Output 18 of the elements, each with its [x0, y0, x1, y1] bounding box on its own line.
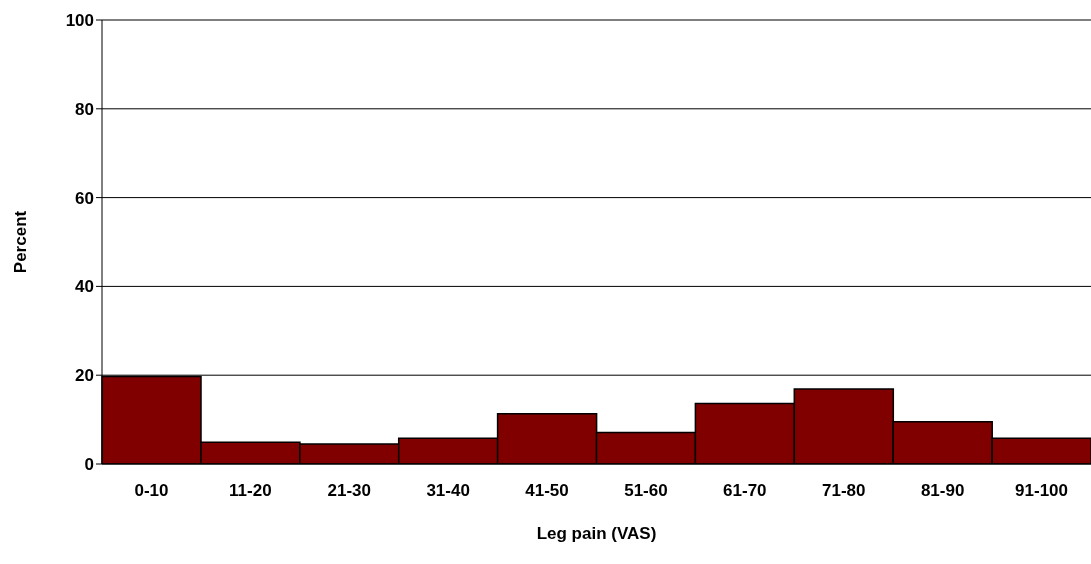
x-tick-label: 11-20 [229, 481, 272, 501]
y-tick-label: 40 [75, 277, 94, 297]
x-tick-label: 91-100 [1015, 481, 1069, 501]
y-tick-label: 60 [75, 188, 94, 208]
x-tick-label: 21-30 [327, 481, 371, 501]
x-tick-label: 81-90 [920, 481, 965, 501]
x-tick-label: 31-40 [426, 481, 470, 501]
y-tick-label: 0 [84, 455, 94, 475]
x-tick-label: 71-80 [822, 481, 866, 501]
y-tick-label: 80 [75, 99, 94, 119]
y-axis-title: Percent [11, 210, 31, 274]
x-tick-label: 41-50 [525, 481, 569, 501]
x-tick-label: 0-10 [134, 481, 169, 501]
x-tick-label: 51-60 [624, 481, 668, 501]
y-tick-label: 100 [65, 11, 94, 31]
x-axis-title: Leg pain (VAS) [536, 524, 657, 543]
y-tick-label: 20 [75, 366, 94, 386]
x-tick-label: 61-70 [723, 481, 767, 501]
